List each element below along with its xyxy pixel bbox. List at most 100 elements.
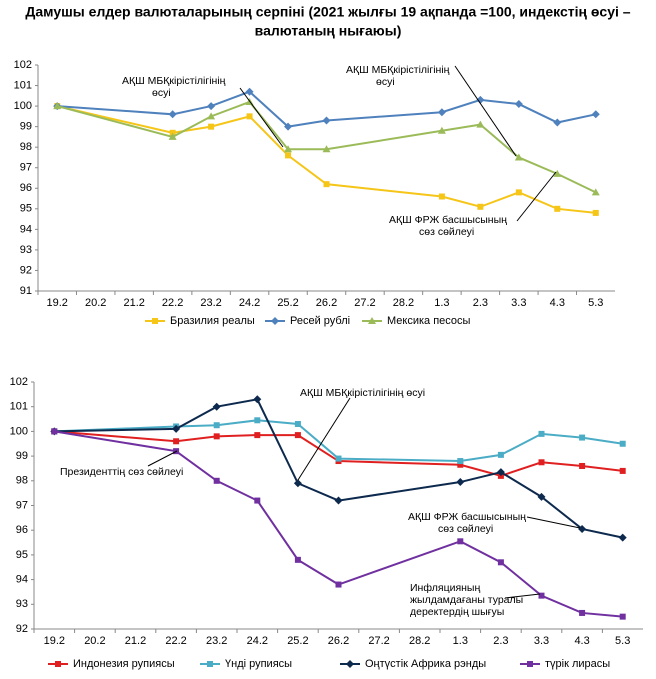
annotation: өсуі xyxy=(152,87,171,99)
y-tick-label: 98 xyxy=(16,475,28,487)
marker xyxy=(619,613,626,620)
annotation: сөз сөйлеуі xyxy=(419,226,474,238)
marker xyxy=(537,492,546,501)
legend-label: Оңтүстік Африка рэнды xyxy=(365,658,486,670)
marker xyxy=(619,467,626,474)
marker xyxy=(213,433,220,440)
marker xyxy=(254,432,261,439)
x-tick-label: 27.2 xyxy=(354,297,375,309)
marker xyxy=(173,438,180,445)
x-tick-label: 3.3 xyxy=(511,297,526,309)
marker xyxy=(579,434,586,441)
x-tick-label: 20.2 xyxy=(84,635,105,647)
x-tick-label: 22.2 xyxy=(165,635,186,647)
marker xyxy=(246,113,253,120)
y-tick-label: 95 xyxy=(16,549,28,561)
x-tick-label: 27.2 xyxy=(368,635,389,647)
annotation: сөз сөйлеуі xyxy=(438,523,493,535)
annotation: деректердің шығуы xyxy=(410,606,504,618)
marker xyxy=(477,203,484,210)
marker xyxy=(245,87,254,96)
annotation: өсуі xyxy=(376,76,395,88)
marker xyxy=(437,126,446,134)
x-tick-label: 4.3 xyxy=(574,635,589,647)
x-tick-label: 26.2 xyxy=(316,297,337,309)
marker xyxy=(213,477,220,484)
annotation: АҚШ МБҚкірістілігінің xyxy=(346,64,450,76)
y-tick-label: 92 xyxy=(16,623,28,635)
marker xyxy=(254,417,261,424)
x-tick-label: 24.2 xyxy=(239,297,260,309)
marker xyxy=(284,122,293,131)
y-tick-label: 98 xyxy=(20,141,32,153)
x-tick-label: 1.3 xyxy=(434,297,449,309)
series-line xyxy=(54,419,623,463)
x-tick-label: 28.2 xyxy=(393,297,414,309)
marker xyxy=(323,181,330,188)
marker xyxy=(497,559,504,566)
marker xyxy=(554,205,561,212)
marker xyxy=(368,317,376,324)
annotation: Президенттің сөз сөйлеуі xyxy=(60,466,183,478)
x-tick-label: 5.3 xyxy=(588,297,603,309)
marker xyxy=(437,108,446,117)
marker xyxy=(322,145,331,153)
x-tick-label: 22.2 xyxy=(162,297,183,309)
annotation-leader xyxy=(516,171,557,222)
marker xyxy=(591,188,600,196)
y-tick-label: 92 xyxy=(20,264,32,276)
x-tick-label: 19.2 xyxy=(44,635,65,647)
x-tick-label: 25.2 xyxy=(287,635,308,647)
y-tick-label: 97 xyxy=(20,162,32,174)
marker xyxy=(476,95,485,104)
marker xyxy=(457,538,464,545)
y-tick-label: 102 xyxy=(14,59,32,71)
annotation: жылдамдағаны туралы xyxy=(410,594,523,606)
marker xyxy=(538,459,545,466)
marker xyxy=(515,189,522,196)
x-tick-label: 1.3 xyxy=(453,635,468,647)
y-tick-label: 96 xyxy=(20,182,32,194)
marker xyxy=(293,479,302,488)
marker xyxy=(207,661,213,667)
y-tick-label: 100 xyxy=(10,425,28,437)
annotation-leader xyxy=(526,516,581,529)
marker xyxy=(334,496,343,505)
legend-label: түрік лирасы xyxy=(545,658,610,670)
annotation: АҚШ МБҚкірістілігінің xyxy=(122,75,226,87)
marker xyxy=(168,132,177,140)
annotation: Инфляцияның xyxy=(410,582,480,594)
marker xyxy=(152,318,158,324)
marker xyxy=(335,455,342,462)
legend-label: Мексика песосы xyxy=(387,315,471,327)
marker xyxy=(53,102,62,110)
marker xyxy=(619,440,626,447)
legend-label: Үнді рупиясы xyxy=(225,658,292,670)
y-tick-label: 97 xyxy=(16,499,28,511)
marker xyxy=(553,169,562,177)
marker xyxy=(285,152,292,159)
x-tick-label: 5.3 xyxy=(615,635,630,647)
marker xyxy=(618,533,627,542)
annotation: АҚШ МБҚкірістілігінің өсуі xyxy=(300,387,425,399)
marker xyxy=(253,395,262,404)
title: Дамушы елдер валюталарының серпіні (2021… xyxy=(25,4,630,20)
marker xyxy=(212,402,221,411)
marker xyxy=(456,478,465,487)
marker xyxy=(254,497,261,504)
marker xyxy=(457,461,464,468)
x-tick-label: 19.2 xyxy=(47,297,68,309)
marker xyxy=(207,102,216,111)
y-tick-label: 101 xyxy=(14,79,32,91)
legend-label: Индонезия рупиясы xyxy=(73,658,175,670)
y-tick-label: 102 xyxy=(10,376,28,388)
x-tick-label: 25.2 xyxy=(277,297,298,309)
marker xyxy=(553,118,562,127)
marker xyxy=(592,209,599,216)
marker xyxy=(496,468,505,477)
y-tick-label: 100 xyxy=(14,100,32,112)
y-tick-label: 94 xyxy=(20,223,32,235)
marker xyxy=(476,120,485,128)
annotation-leader xyxy=(147,450,178,467)
x-tick-label: 23.2 xyxy=(200,297,221,309)
